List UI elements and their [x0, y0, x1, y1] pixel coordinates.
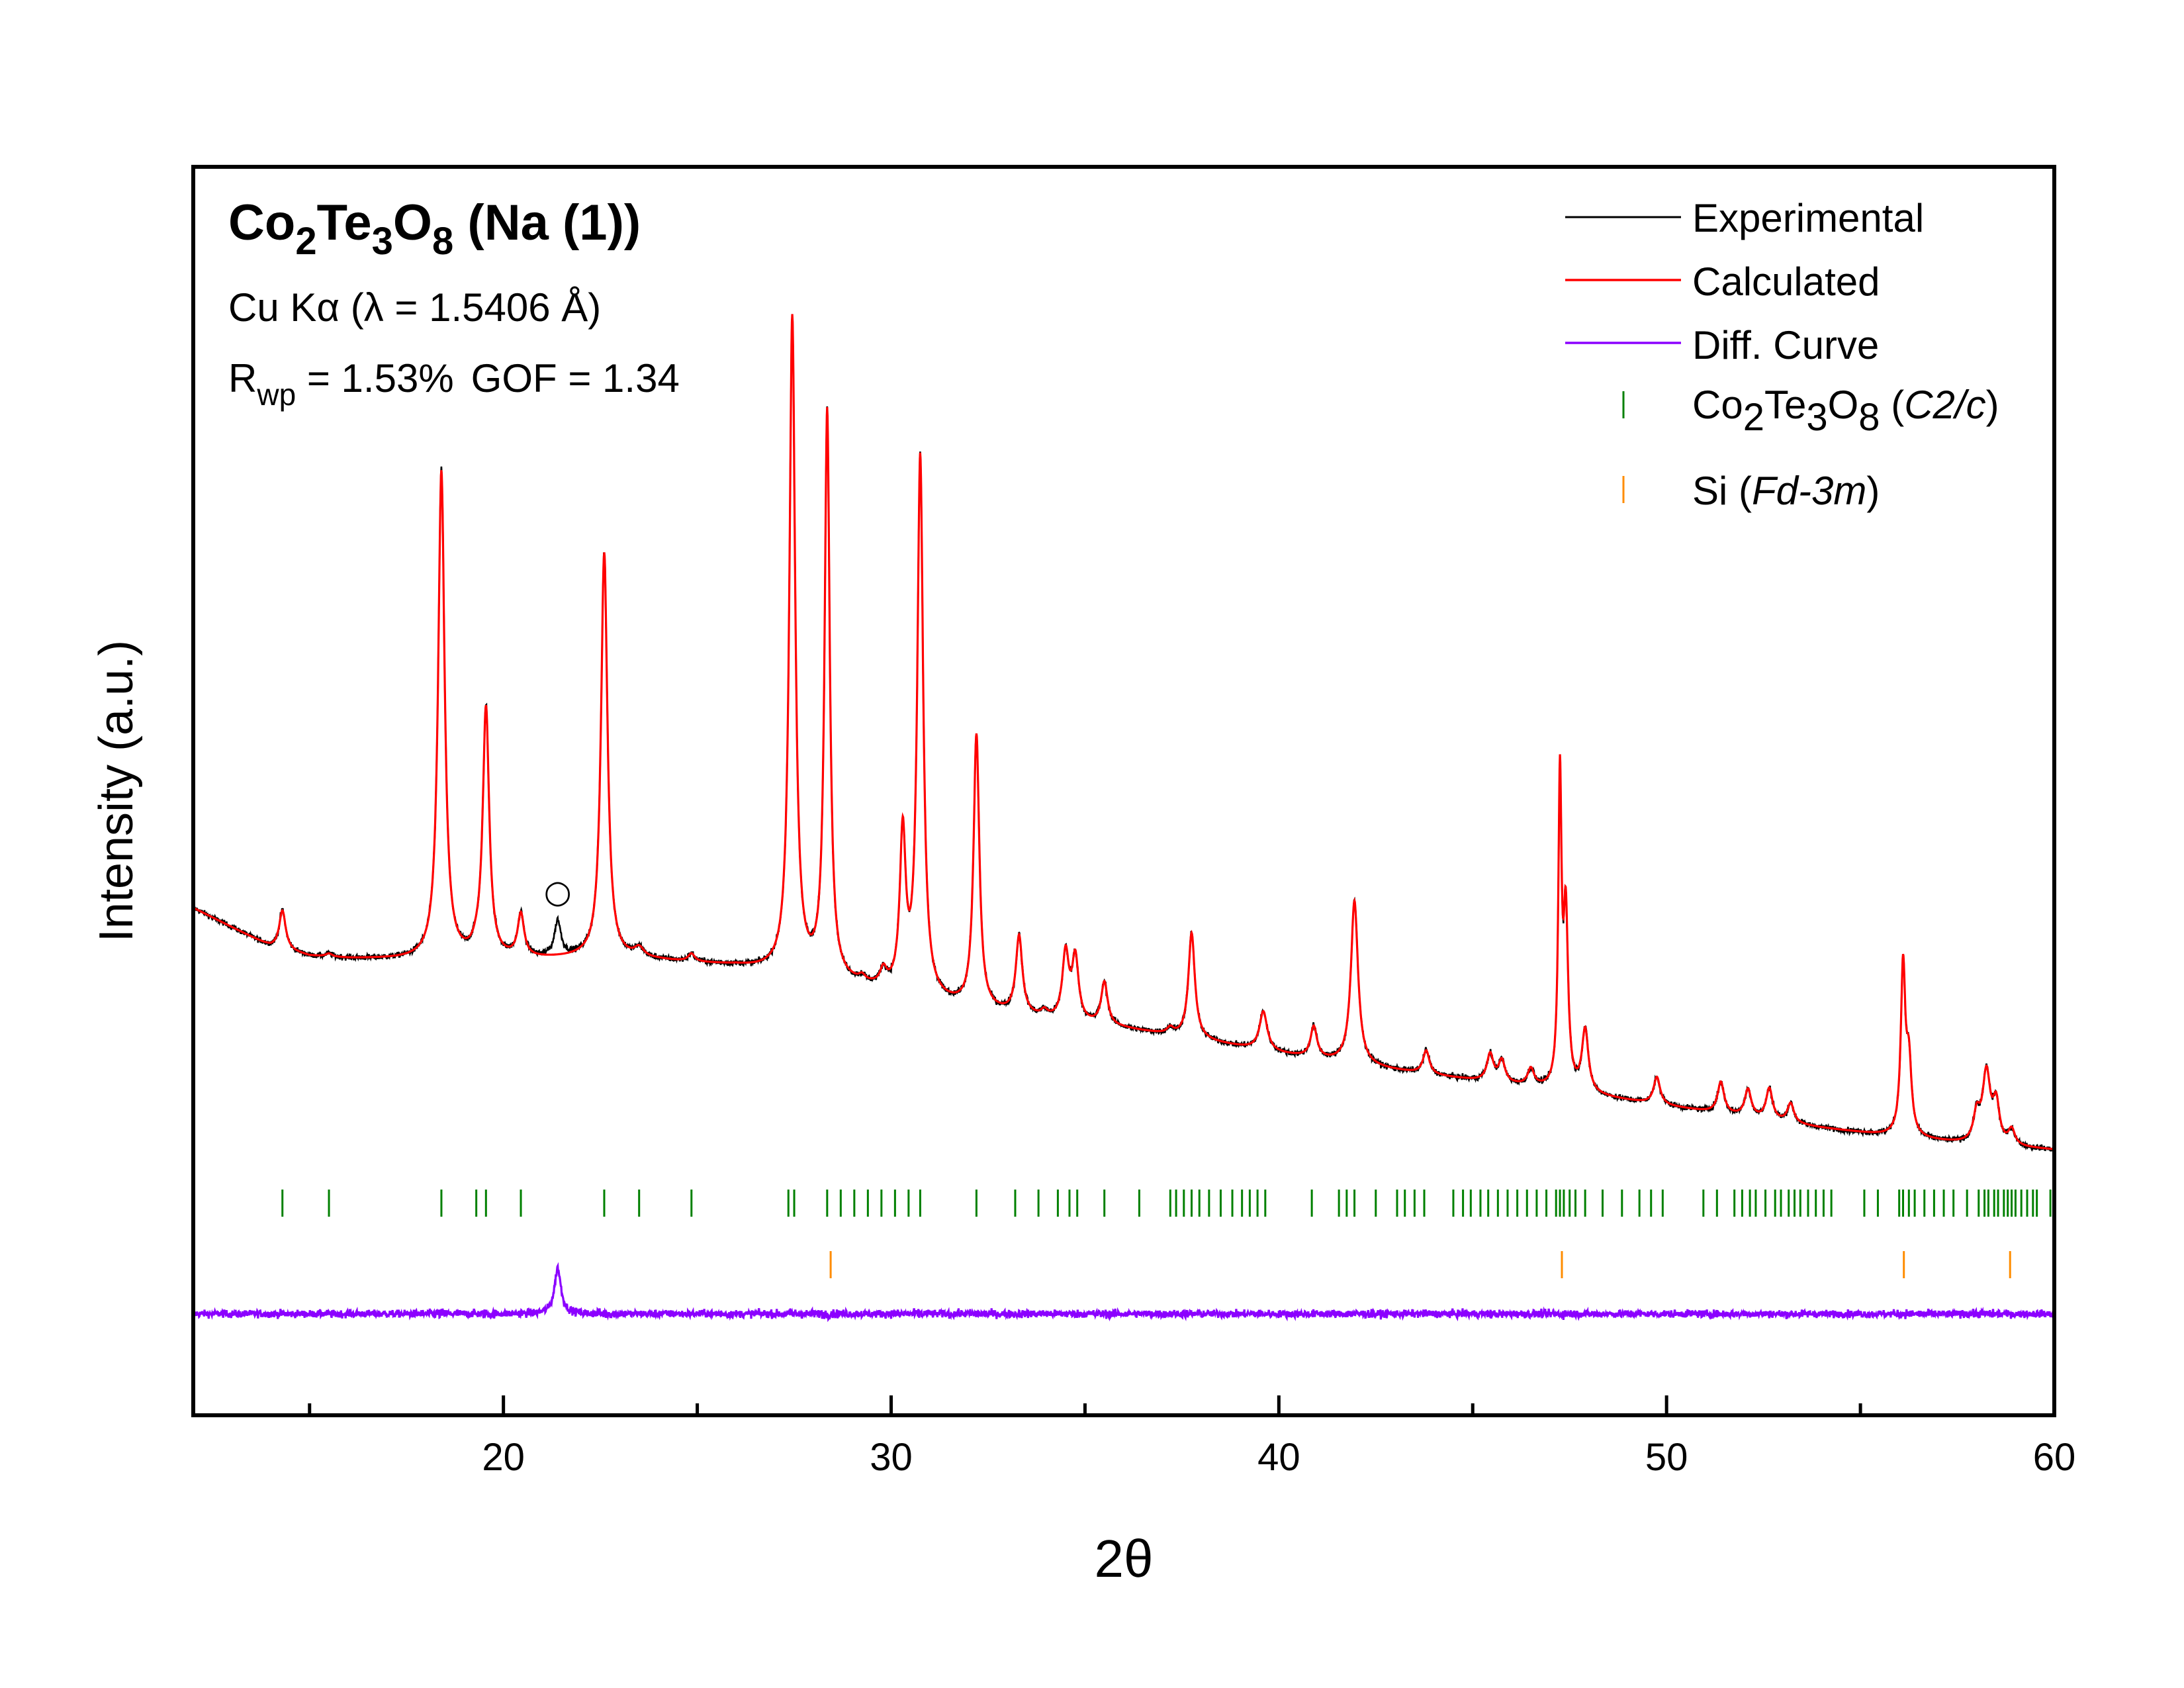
refinement-stats: Rwp = 1.53% GOF = 1.34: [228, 356, 680, 412]
legend: Experimental Calculated Diff. Curve Co2T…: [1565, 196, 1999, 513]
si-reflection-ticks: [829, 1251, 2011, 1278]
wavelength-note: Cu Kα (λ = 1.5406 Å): [228, 285, 601, 330]
co2te3o8-reflection-ticks: [281, 1190, 2052, 1217]
y-axis-title: Intensity (a.u.): [90, 640, 143, 942]
x-tick-label: 40: [1257, 1436, 1300, 1479]
legend-phase2-label: Si (Fd-3m): [1692, 469, 1880, 513]
x-tick-label: 20: [482, 1436, 525, 1479]
legend-experimental-label: Experimental: [1692, 196, 1924, 240]
legend-calculated-label: Calculated: [1692, 259, 1880, 304]
calculated-line: [193, 314, 2054, 1150]
impurity-peak-marker: ○: [544, 874, 572, 911]
chart-title: Co2Te3O8 (Na (1)): [228, 195, 641, 263]
x-tick-label: 30: [870, 1436, 913, 1479]
x-axis-title: 2θ: [1095, 1529, 1154, 1588]
x-tick-label: 50: [1645, 1436, 1688, 1479]
x-axis: 20 30 40 50 60: [308, 1395, 2076, 1479]
diff-curve-line: [193, 1262, 2054, 1323]
legend-diff-label: Diff. Curve: [1692, 323, 1879, 367]
legend-phase1-label: Co2Te3O8 (C2/c): [1692, 383, 1999, 439]
plot-frame: [191, 165, 2056, 1417]
x-tick-label: 60: [2033, 1436, 2076, 1479]
